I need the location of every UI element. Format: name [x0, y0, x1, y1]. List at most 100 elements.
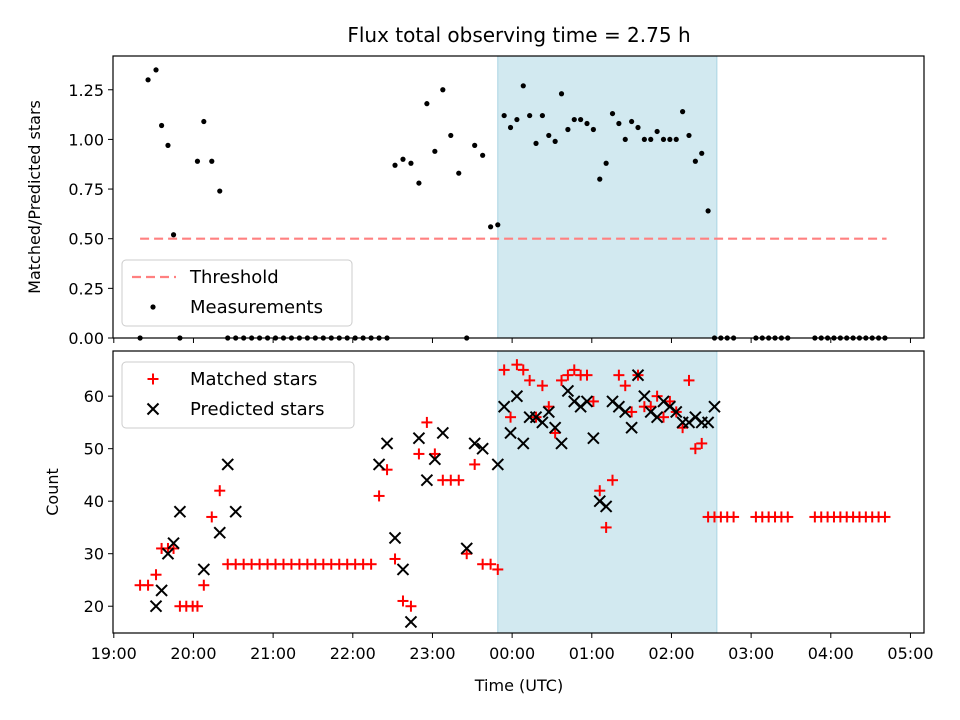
predicted-point-b — [388, 531, 402, 545]
predicted-point-b — [396, 563, 410, 576]
measurement-point — [648, 136, 654, 143]
measurement-point — [571, 116, 577, 123]
measurement-point — [686, 132, 692, 139]
y-axis-ticks-bottom: 20 30 40 50 60 — [84, 387, 113, 616]
y-axis-ticks-top: 0.00 0.25 0.50 0.75 1.00 1.25 — [68, 81, 113, 348]
predicted-point-b — [587, 431, 600, 445]
measurement-point — [660, 136, 667, 143]
measurement-point — [145, 77, 151, 83]
matched-point — [782, 511, 794, 523]
predicted-point — [380, 437, 394, 450]
predicted-point-b — [548, 421, 562, 434]
matched-point — [543, 401, 555, 413]
x-tick-label: 19:00 — [91, 644, 137, 663]
predicted-point — [173, 505, 187, 518]
x-tick-label: 01:00 — [569, 644, 615, 663]
x-axis-ticks-bottom: 19:00 20:00 21:00 22:00 23:00 00:00 01:00 02:00… — [91, 633, 934, 663]
y-tick-label: 40 — [84, 492, 104, 511]
legend-plus — [147, 373, 159, 385]
measurement-point — [629, 118, 635, 125]
predicted-point — [404, 615, 418, 629]
predicted-point-b — [663, 400, 677, 413]
predicted-point-b — [155, 584, 168, 597]
predicted-point — [701, 416, 715, 429]
matched-point — [505, 411, 517, 423]
measurement-point — [546, 132, 552, 139]
measurement-point — [201, 118, 207, 125]
measurement-point — [603, 160, 609, 166]
matched-point — [397, 595, 409, 607]
matched-point — [142, 579, 154, 591]
x-tick-label: 05:00 — [887, 644, 933, 663]
matched-point — [651, 390, 663, 402]
matched-point — [405, 600, 417, 612]
x-tick-label: 00:00 — [489, 644, 535, 663]
matched-point — [556, 374, 568, 386]
predicted-point-b — [491, 458, 504, 471]
predicted-point-b — [555, 437, 568, 450]
plot-frame-bottom — [112, 350, 925, 634]
y-axis-label-bottom: Count — [43, 468, 62, 516]
predicted-point-b — [510, 389, 524, 403]
predicted-point — [167, 536, 180, 550]
x-tick-label: 22:00 — [330, 644, 376, 663]
matched-point — [594, 485, 606, 497]
legend-predicted-label: Predicted stars — [190, 399, 324, 420]
measurement-point — [432, 148, 438, 154]
matched-point — [492, 563, 504, 575]
predicted-point-b — [561, 384, 575, 398]
measurement-point — [501, 112, 507, 119]
legend-cross-b — [146, 402, 160, 416]
predicted-point-b — [517, 437, 530, 450]
legend-measurements-label: Measurements — [190, 297, 323, 318]
predicted-point-b — [497, 400, 511, 413]
matched-point — [461, 548, 473, 560]
y-tick-label: 1.25 — [68, 81, 104, 100]
measurement-point — [209, 158, 215, 164]
predicted-point — [476, 442, 489, 455]
matched-point — [511, 359, 523, 371]
predicted-point-b — [229, 505, 242, 518]
measurement-point — [495, 222, 501, 228]
panel-count: 20 30 40 50 60 19:00 20:00 21:00 22:00 23:00 00:0… — [43, 350, 934, 695]
y-tick-label: 1.00 — [68, 130, 104, 149]
measurement-point — [622, 136, 628, 143]
measurement-point — [507, 124, 514, 131]
predicted-point — [436, 426, 450, 440]
predicted-point — [708, 400, 721, 413]
predicted-point-b — [420, 473, 434, 487]
measurement-point — [680, 109, 686, 115]
predicted-point-b — [161, 547, 175, 560]
y-tick-label: 0.00 — [68, 329, 104, 348]
predicted-point — [420, 473, 434, 487]
legend-matched-swatch — [147, 373, 159, 385]
predicted-point-b — [644, 405, 657, 419]
x-tick-label: 21:00 — [250, 644, 296, 663]
predicted-point — [631, 368, 645, 382]
predicted-point-b — [708, 400, 721, 413]
matched-point — [568, 364, 580, 376]
predicted-point-b — [701, 416, 715, 429]
measurement-point — [400, 156, 406, 162]
legend-measurements-swatch — [150, 304, 156, 310]
predicted-point-b — [404, 615, 418, 629]
predicted-point — [468, 437, 481, 450]
x-axis-ticks-top — [113, 338, 911, 343]
matched-point — [549, 427, 561, 439]
matched-point — [453, 474, 465, 486]
x-tick-label: 20:00 — [170, 644, 216, 663]
x-tick-label: 02:00 — [648, 644, 694, 663]
predicted-point — [460, 542, 473, 555]
measurement-point — [635, 124, 641, 131]
matched-point — [365, 558, 377, 570]
predicted-point-b — [593, 494, 606, 508]
legend-box-bottom — [121, 361, 355, 429]
measurement-point — [590, 126, 596, 133]
chart-title: Flux total observing time = 2.75 h — [347, 23, 690, 47]
legend-predicted-swatch — [146, 402, 160, 416]
predicted-point — [625, 421, 638, 434]
measurement-point — [539, 112, 545, 119]
predicted-point — [372, 458, 386, 471]
predicted-stars-series — [149, 368, 721, 629]
